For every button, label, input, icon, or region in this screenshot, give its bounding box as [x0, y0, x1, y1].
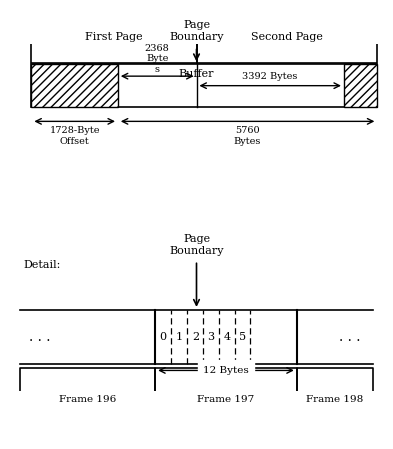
- Text: Frame 196: Frame 196: [59, 395, 116, 404]
- Text: Page
Boundary: Page Boundary: [169, 234, 224, 256]
- Text: 3: 3: [208, 332, 215, 342]
- Text: . . .: . . .: [339, 330, 360, 344]
- Text: Second Page: Second Page: [251, 31, 323, 42]
- Text: 1: 1: [175, 332, 182, 342]
- Text: Page
Boundary: Page Boundary: [169, 20, 224, 42]
- Text: 2: 2: [192, 332, 199, 342]
- Text: 2368
Byte
s: 2368 Byte s: [145, 44, 169, 74]
- Text: 4: 4: [224, 332, 231, 342]
- Bar: [31, 64, 118, 107]
- Text: 3392 Bytes: 3392 Bytes: [242, 72, 298, 81]
- Bar: [344, 64, 377, 107]
- Text: . . .: . . .: [29, 330, 50, 344]
- Text: 0: 0: [160, 332, 167, 342]
- Text: 12 Bytes: 12 Bytes: [203, 366, 249, 375]
- Text: First Page: First Page: [85, 31, 143, 42]
- Text: Frame 197: Frame 197: [197, 395, 255, 404]
- Text: Buffer: Buffer: [179, 69, 214, 79]
- Text: Detail:: Detail:: [24, 260, 61, 270]
- Text: 5: 5: [239, 332, 246, 342]
- Bar: [31, 64, 377, 107]
- Text: 1728-Byte
Offset: 1728-Byte Offset: [50, 126, 100, 145]
- Text: Frame 198: Frame 198: [307, 395, 364, 404]
- Text: 5760
Bytes: 5760 Bytes: [234, 126, 261, 145]
